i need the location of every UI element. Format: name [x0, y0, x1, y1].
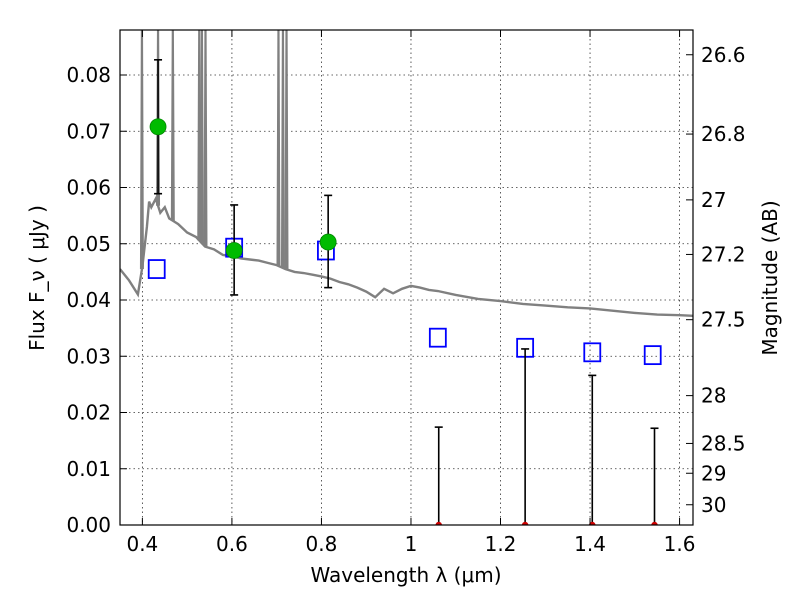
right-tick-label: 30	[701, 493, 726, 517]
axes: 0.4 0.6 0.8 1 1.2 1.4 1.6 0.00 0.01 0.02 0.03 0.04 0…	[66, 30, 746, 556]
x-tick-label: 0.8	[306, 532, 338, 556]
observed-flux-point	[149, 118, 167, 136]
non-detection-point	[589, 521, 596, 525]
non-detection-point	[521, 521, 529, 525]
emission-line-spike	[280, 30, 285, 268]
x-tick-label: 0.4	[126, 532, 158, 556]
model-photometry-square	[147, 259, 166, 279]
right-tick-label: 26.6	[701, 43, 746, 67]
right-tick-label: 28	[701, 384, 726, 408]
right-tick-label: 27.5	[701, 308, 746, 332]
right-tick-label: 29	[701, 461, 726, 485]
x-axis-label: Wavelength λ (μm)	[310, 563, 501, 587]
y-tick-label: 0.05	[66, 232, 111, 256]
emission-line-spike	[170, 30, 175, 221]
x-tick-label: 1.2	[485, 532, 517, 556]
observed-flux-point	[319, 233, 337, 251]
emission-line-spike	[203, 30, 208, 247]
right-tick-label: 28.5	[701, 431, 746, 455]
y-tick-label: 0.00	[66, 513, 111, 537]
x-tick-label: 0.6	[216, 532, 248, 556]
x-tick-label: 1.6	[664, 532, 696, 556]
non-detection-point	[651, 521, 658, 525]
emission-line-spike	[197, 30, 202, 241]
emission-line-spike	[199, 30, 204, 244]
right-axis-label: Magnitude (AB)	[758, 200, 782, 355]
y-tick-label: 0.03	[66, 344, 111, 368]
y-tick-label: 0.01	[66, 457, 111, 481]
right-tick-label: 27	[701, 188, 726, 212]
y-tick-label: 0.04	[66, 288, 111, 312]
x-tick-label: 1	[405, 532, 418, 556]
x-tick-label: 1.4	[574, 532, 606, 556]
model-photometry-square	[643, 345, 662, 366]
y-tick-label: 0.07	[66, 119, 111, 143]
y-tick-label: 0.02	[66, 401, 111, 425]
emission-line-spike	[276, 30, 281, 266]
model-photometry-square	[428, 327, 447, 348]
non-detection-point	[435, 521, 442, 525]
y-tick-label: 0.08	[66, 63, 111, 87]
y-tick-label: 0.06	[66, 176, 111, 200]
observed-flux-point	[225, 242, 243, 259]
emission-line-spike	[139, 30, 144, 270]
emission-line-spike	[284, 30, 289, 270]
plot-frame	[119, 29, 694, 526]
model-sed-line	[120, 195, 693, 317]
plot-area	[120, 30, 693, 525]
y-axis-label: Flux F_ν ( μJy )	[25, 205, 49, 351]
right-tick-label: 26.8	[701, 122, 746, 146]
model-photometry-square	[583, 342, 602, 363]
right-tick-label: 27.2	[701, 242, 746, 266]
